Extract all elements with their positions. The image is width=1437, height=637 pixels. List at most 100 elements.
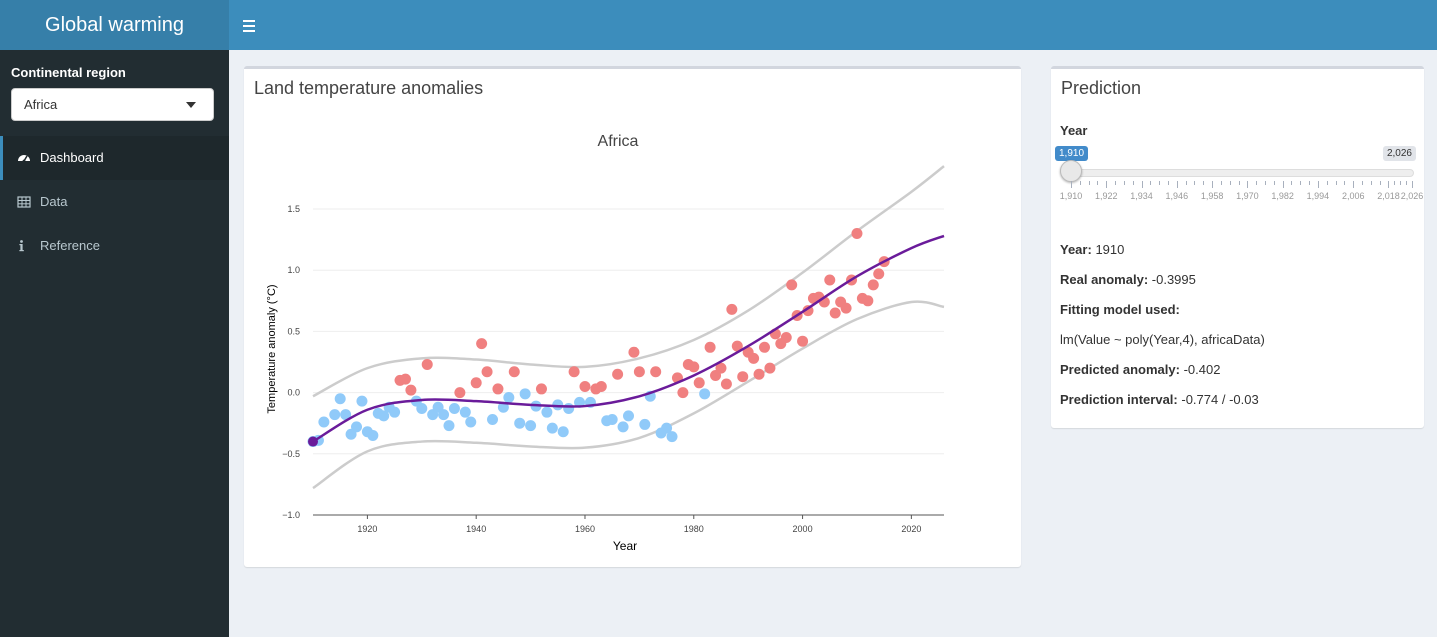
data-point — [421, 358, 433, 370]
data-point — [829, 307, 841, 319]
y-axis-label: Temperature anomaly (°C) — [266, 284, 278, 413]
caret-down-icon — [186, 102, 196, 108]
y-tick-label: −1.0 — [282, 510, 300, 520]
region-label: Continental region — [11, 65, 126, 80]
slider-minor-tick — [1291, 181, 1293, 185]
sidebar-item-reference[interactable]: Reference — [0, 224, 229, 268]
data-point — [454, 387, 466, 399]
slider-major-tick — [1071, 181, 1072, 188]
data-point — [329, 409, 341, 421]
data-point — [720, 378, 732, 390]
data-point — [519, 388, 531, 400]
sidebar-item-label: Reference — [40, 238, 100, 253]
real-anomaly-value: -0.3995 — [1151, 272, 1196, 287]
slider-grid-label: 1,958 — [1200, 191, 1224, 201]
data-point — [726, 303, 738, 315]
slider-major-tick — [1412, 181, 1413, 188]
data-point — [448, 403, 460, 415]
year-value: 1910 — [1095, 242, 1125, 257]
slider-minor-tick — [1379, 181, 1381, 185]
app-logo[interactable]: Global warming — [0, 0, 229, 50]
temperature-chart: Africa −1.0 −0.5 0.0 0.5 1.0 1.5 1920 1940 1960 1… — [266, 133, 945, 553]
top-navbar — [229, 0, 1437, 50]
slider-minor-tick — [1159, 181, 1161, 185]
data-point — [797, 335, 809, 347]
data-point — [497, 401, 509, 413]
predicted-anomaly-info: Predicted anomaly: -0.402 — [1060, 362, 1221, 377]
x-axis-label: Year — [613, 539, 637, 553]
data-point — [525, 420, 537, 432]
data-point — [557, 426, 569, 438]
data-point — [438, 409, 450, 421]
y-tick-label: −0.5 — [282, 449, 300, 459]
slider-minor-tick — [1132, 181, 1134, 185]
slider-min-badge: 1,910 — [1055, 146, 1089, 161]
slider-minor-tick — [1150, 181, 1152, 185]
year-slider-track[interactable] — [1065, 169, 1414, 177]
slider-major-tick — [1317, 181, 1319, 188]
sidebar-item-dashboard[interactable]: Dashboard — [0, 136, 229, 180]
data-point — [617, 421, 629, 433]
fit-line — [312, 234, 945, 443]
year-info: Year: 1910 — [1060, 242, 1125, 257]
data-point — [688, 361, 700, 373]
data-point — [481, 366, 493, 378]
data-point — [873, 268, 885, 280]
slider-minor-tick — [1344, 181, 1346, 185]
slider-minor-tick — [1362, 181, 1364, 185]
chart-title: Africa — [598, 133, 639, 150]
prediction-interval-value: -0.774 / -0.03 — [1181, 392, 1259, 407]
sidebar-toggle-button[interactable] — [243, 17, 257, 33]
slider-grid-label: 1,922 — [1095, 191, 1118, 201]
data-point — [612, 368, 624, 380]
data-point — [552, 399, 564, 411]
slider-grid-label: 2,026 — [1400, 191, 1424, 201]
slider-minor-tick — [1400, 181, 1402, 185]
data-point — [780, 332, 792, 344]
slider-minor-tick — [1256, 181, 1258, 185]
region-select[interactable]: Africa — [11, 88, 214, 121]
data-point — [715, 362, 727, 374]
selected-year-point — [308, 436, 318, 447]
slider-minor-tick — [1115, 181, 1117, 185]
slider-grid-label: 2,006 — [1341, 191, 1365, 201]
slider-minor-tick — [1203, 181, 1205, 185]
x-tick-label: 2000 — [793, 524, 813, 534]
data-point — [623, 410, 634, 422]
prediction-box: Prediction Year 1,910 2,026 1,910 1,922 1,… — [1051, 66, 1424, 428]
sidebar: Continental region Africa Dashboard Data… — [0, 50, 229, 637]
x-tick-label: 1980 — [684, 524, 704, 534]
y-tick-label: 0.0 — [287, 388, 300, 398]
slider-minor-tick — [1309, 181, 1311, 185]
data-point — [650, 366, 662, 378]
y-tick-label: 1.5 — [287, 204, 300, 214]
slider-grid-label: 1,994 — [1306, 191, 1330, 201]
data-point — [465, 416, 477, 428]
data-point — [639, 418, 651, 430]
data-point — [633, 366, 645, 378]
model-info: Fitting model used: — [1060, 302, 1180, 317]
data-point — [492, 383, 504, 395]
data-point — [334, 393, 346, 405]
data-point — [862, 295, 874, 307]
data-point — [840, 302, 852, 314]
sidebar-item-data[interactable]: Data — [0, 180, 229, 224]
slider-minor-tick — [1300, 181, 1302, 185]
predicted-anomaly-value: -0.402 — [1183, 362, 1221, 377]
data-point — [351, 421, 363, 433]
data-point — [867, 279, 879, 291]
data-point — [503, 391, 515, 403]
data-point — [405, 384, 417, 396]
slider-minor-tick — [1370, 181, 1372, 185]
data-point — [514, 417, 526, 429]
slider-minor-tick — [1394, 181, 1396, 185]
year-slider-handle[interactable] — [1060, 160, 1082, 182]
data-point — [416, 403, 428, 415]
slider-grid-label: 1,982 — [1271, 191, 1294, 201]
slider-major-tick — [1353, 181, 1355, 188]
slider-minor-tick — [1326, 181, 1328, 185]
x-tick-label: 1920 — [357, 524, 377, 534]
data-point — [568, 366, 580, 378]
data-point — [508, 366, 520, 378]
data-point — [606, 414, 618, 426]
